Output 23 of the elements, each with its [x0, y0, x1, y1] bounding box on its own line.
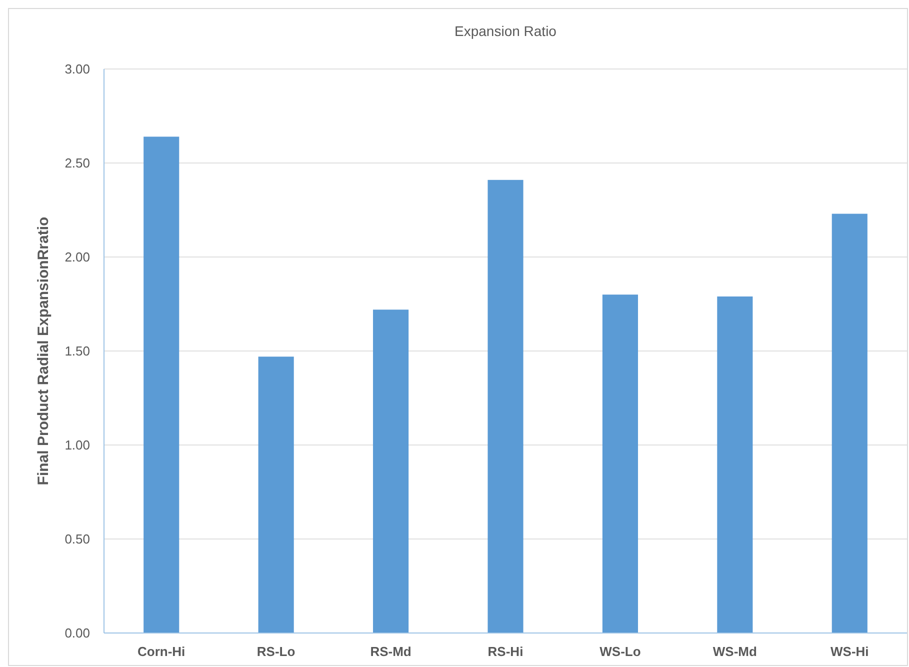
bar	[258, 356, 294, 633]
y-tick-label: 2.50	[64, 156, 90, 171]
bar	[717, 296, 753, 633]
bar	[373, 310, 409, 633]
x-tick-label: RS-Lo	[256, 644, 296, 659]
y-tick-label: 3.00	[64, 62, 90, 77]
x-tick-label: WS-Hi	[830, 644, 869, 659]
bar	[832, 214, 868, 633]
x-tick-label: RS-Hi	[488, 644, 524, 659]
y-tick-label: 1.50	[64, 344, 90, 359]
x-tick-label: WS-Lo	[600, 644, 641, 659]
x-tick-label: Corn-Hi	[138, 644, 186, 659]
x-tick-label: WS-Md	[712, 644, 758, 659]
chart-title: Expansion Ratio	[454, 23, 557, 39]
bar	[144, 136, 180, 633]
y-tick-label: 2.00	[64, 250, 90, 265]
x-tick-label: RS-Md	[370, 644, 412, 659]
bar	[602, 294, 638, 633]
y-tick-label: 0.00	[64, 626, 90, 641]
bar	[488, 180, 524, 633]
y-tick-label: 0.50	[64, 532, 90, 547]
y-tick-label: 1.00	[64, 438, 90, 453]
y-axis-title: Final Product Radial ExpansionRratio	[35, 216, 52, 486]
